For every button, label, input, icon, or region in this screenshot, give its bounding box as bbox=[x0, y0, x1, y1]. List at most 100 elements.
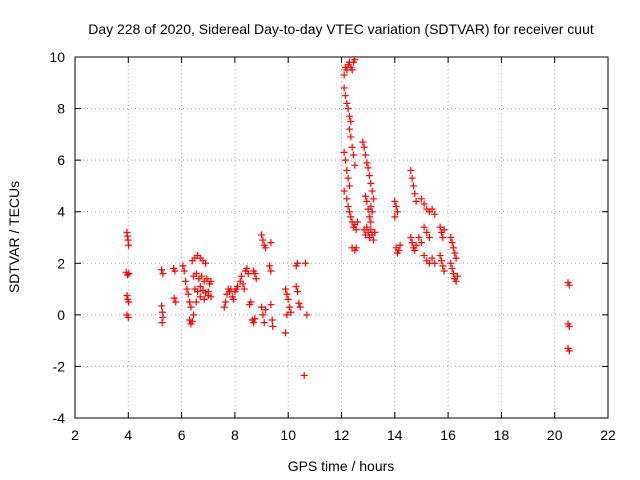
data-point bbox=[184, 290, 192, 298]
data-point bbox=[186, 298, 194, 306]
data-point bbox=[125, 270, 133, 278]
data-point bbox=[361, 151, 369, 159]
data-point bbox=[266, 262, 274, 270]
data-point bbox=[447, 234, 455, 241]
data-point bbox=[340, 187, 348, 195]
data-point bbox=[345, 182, 353, 190]
data-point bbox=[344, 105, 352, 113]
data-point bbox=[158, 319, 166, 327]
data-point bbox=[258, 303, 266, 311]
x-tick-label: 14 bbox=[387, 427, 403, 443]
data-point bbox=[349, 151, 357, 159]
x-tick-labels: 2 4 6 8 10 12 14 16 18 20 22 bbox=[71, 427, 616, 443]
data-point bbox=[344, 174, 352, 182]
data-point bbox=[267, 301, 275, 309]
data-point bbox=[292, 282, 300, 290]
data-point bbox=[351, 161, 359, 169]
data-point bbox=[220, 303, 228, 311]
data-point bbox=[565, 322, 573, 330]
data-point bbox=[363, 223, 371, 231]
x-tick-label: 10 bbox=[280, 427, 296, 443]
data-point bbox=[286, 303, 294, 311]
data-point bbox=[409, 182, 417, 190]
data-point bbox=[367, 218, 375, 226]
data-point bbox=[440, 226, 448, 234]
data-point bbox=[230, 295, 238, 303]
x-tick-label: 4 bbox=[124, 427, 132, 443]
data-point bbox=[436, 252, 444, 260]
data-point bbox=[302, 259, 310, 267]
y-tick-labels: -4 -2 0 2 4 6 8 10 bbox=[49, 49, 65, 426]
data-point bbox=[258, 231, 266, 239]
data-point bbox=[428, 205, 436, 213]
data-point bbox=[247, 298, 255, 306]
data-point bbox=[407, 234, 415, 241]
data-point bbox=[395, 246, 403, 254]
data-point bbox=[268, 316, 276, 324]
data-point bbox=[359, 138, 367, 146]
data-point bbox=[436, 223, 444, 231]
data-point bbox=[252, 275, 260, 283]
x-tick-label: 16 bbox=[440, 427, 456, 443]
data-point bbox=[125, 298, 133, 306]
data-point bbox=[238, 272, 246, 280]
data-point bbox=[428, 254, 436, 262]
data-point bbox=[300, 371, 308, 379]
data-point bbox=[347, 117, 355, 125]
data-point bbox=[124, 271, 132, 279]
x-tick-label: 20 bbox=[547, 427, 563, 443]
data-point bbox=[283, 311, 291, 319]
data-point bbox=[391, 213, 399, 221]
data-point bbox=[159, 313, 167, 321]
data-point bbox=[412, 197, 420, 205]
data-point bbox=[171, 267, 179, 275]
data-point bbox=[203, 275, 211, 283]
data-point bbox=[294, 259, 302, 267]
data-point bbox=[341, 156, 349, 164]
plot-area-border bbox=[74, 56, 609, 419]
x-axis-label: GPS time / hours bbox=[288, 458, 395, 474]
data-point bbox=[452, 254, 460, 262]
data-point bbox=[439, 262, 447, 270]
y-axis-label: SDTVAR / TECUs bbox=[6, 181, 22, 293]
data-point bbox=[192, 270, 200, 278]
data-point bbox=[287, 308, 295, 316]
data-point bbox=[259, 236, 267, 244]
data-point bbox=[352, 244, 360, 252]
data-point bbox=[365, 213, 373, 221]
data-point bbox=[262, 244, 270, 252]
data-point bbox=[234, 282, 242, 290]
data-point bbox=[340, 84, 348, 92]
data-point bbox=[353, 218, 361, 226]
data-point bbox=[296, 303, 304, 311]
y-tick-label: 2 bbox=[57, 255, 65, 271]
data-point bbox=[347, 133, 355, 141]
data-point bbox=[440, 267, 448, 275]
data-point bbox=[303, 311, 311, 319]
data-point bbox=[294, 288, 302, 296]
data-point bbox=[158, 266, 166, 274]
data-point bbox=[415, 234, 423, 241]
data-point bbox=[260, 319, 268, 327]
data-point bbox=[449, 270, 457, 278]
data-point bbox=[437, 257, 445, 265]
data-point bbox=[200, 295, 208, 303]
data-point bbox=[124, 313, 132, 321]
data-point bbox=[182, 277, 190, 285]
data-point bbox=[369, 195, 377, 203]
data-point bbox=[411, 246, 419, 254]
data-point bbox=[187, 303, 195, 311]
data-point bbox=[259, 311, 267, 319]
data-point bbox=[360, 143, 368, 151]
data-point bbox=[371, 228, 379, 236]
data-point bbox=[392, 203, 400, 211]
data-point bbox=[417, 195, 425, 203]
data-point bbox=[367, 226, 375, 234]
data-point bbox=[431, 210, 439, 218]
y-tick-label: 6 bbox=[57, 152, 65, 168]
data-point bbox=[198, 272, 206, 280]
data-point bbox=[565, 347, 573, 355]
data-point bbox=[449, 244, 457, 252]
data-point bbox=[345, 112, 353, 120]
